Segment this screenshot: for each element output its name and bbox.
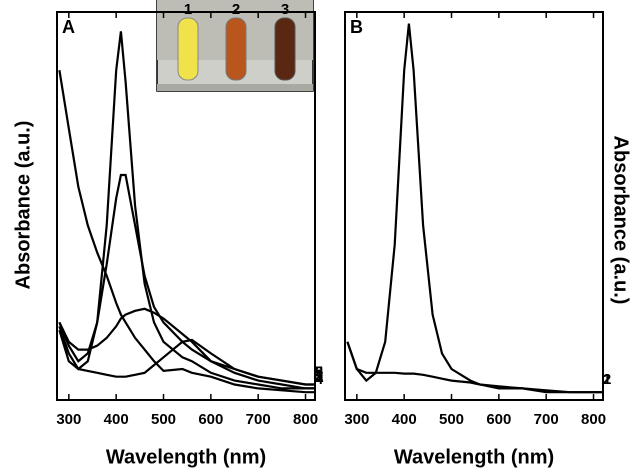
x-axis-label: Wavelength (nm) <box>106 446 266 468</box>
curve-label: 1 <box>315 367 323 384</box>
inset-label: 1 <box>184 1 192 18</box>
x-tick-label: 500 <box>439 411 464 428</box>
series-line <box>58 70 315 394</box>
panel-label: A <box>62 17 75 37</box>
x-tick-label: 600 <box>486 411 511 428</box>
curve-label: 4 <box>315 371 324 388</box>
inset-label: 2 <box>232 1 240 18</box>
series-line <box>346 23 603 394</box>
x-tick-label: 700 <box>534 411 559 428</box>
x-axis-label: Wavelength (nm) <box>394 446 554 468</box>
x-tick-label: 300 <box>56 411 81 428</box>
series-line <box>58 307 315 390</box>
curve-label: 5 <box>315 363 323 380</box>
curve-label: 2 <box>315 363 323 380</box>
series-line <box>58 173 315 386</box>
inset-label: 3 <box>281 1 289 18</box>
series-line <box>58 329 315 386</box>
x-tick-label: 800 <box>293 411 318 428</box>
y-axis-label: Absorbance (a.u.) <box>610 136 632 305</box>
x-tick-label: 500 <box>151 411 176 428</box>
y-axis-label: Absorbance (a.u.) <box>12 121 34 290</box>
inset-photo <box>156 0 314 92</box>
x-tick-label: 300 <box>344 411 369 428</box>
plot-frame <box>56 11 316 401</box>
series-line <box>346 341 603 394</box>
x-tick-label: 700 <box>246 411 271 428</box>
x-tick-label: 600 <box>198 411 223 428</box>
curve-label: 3 <box>315 367 323 384</box>
x-tick-label: 400 <box>392 411 417 428</box>
plot-frame <box>344 11 604 401</box>
curve-label: 1 <box>603 371 611 388</box>
x-tick-label: 800 <box>581 411 606 428</box>
panel-label: B <box>350 17 363 37</box>
curve-label: 2 <box>603 371 611 388</box>
x-tick-label: 400 <box>104 411 129 428</box>
